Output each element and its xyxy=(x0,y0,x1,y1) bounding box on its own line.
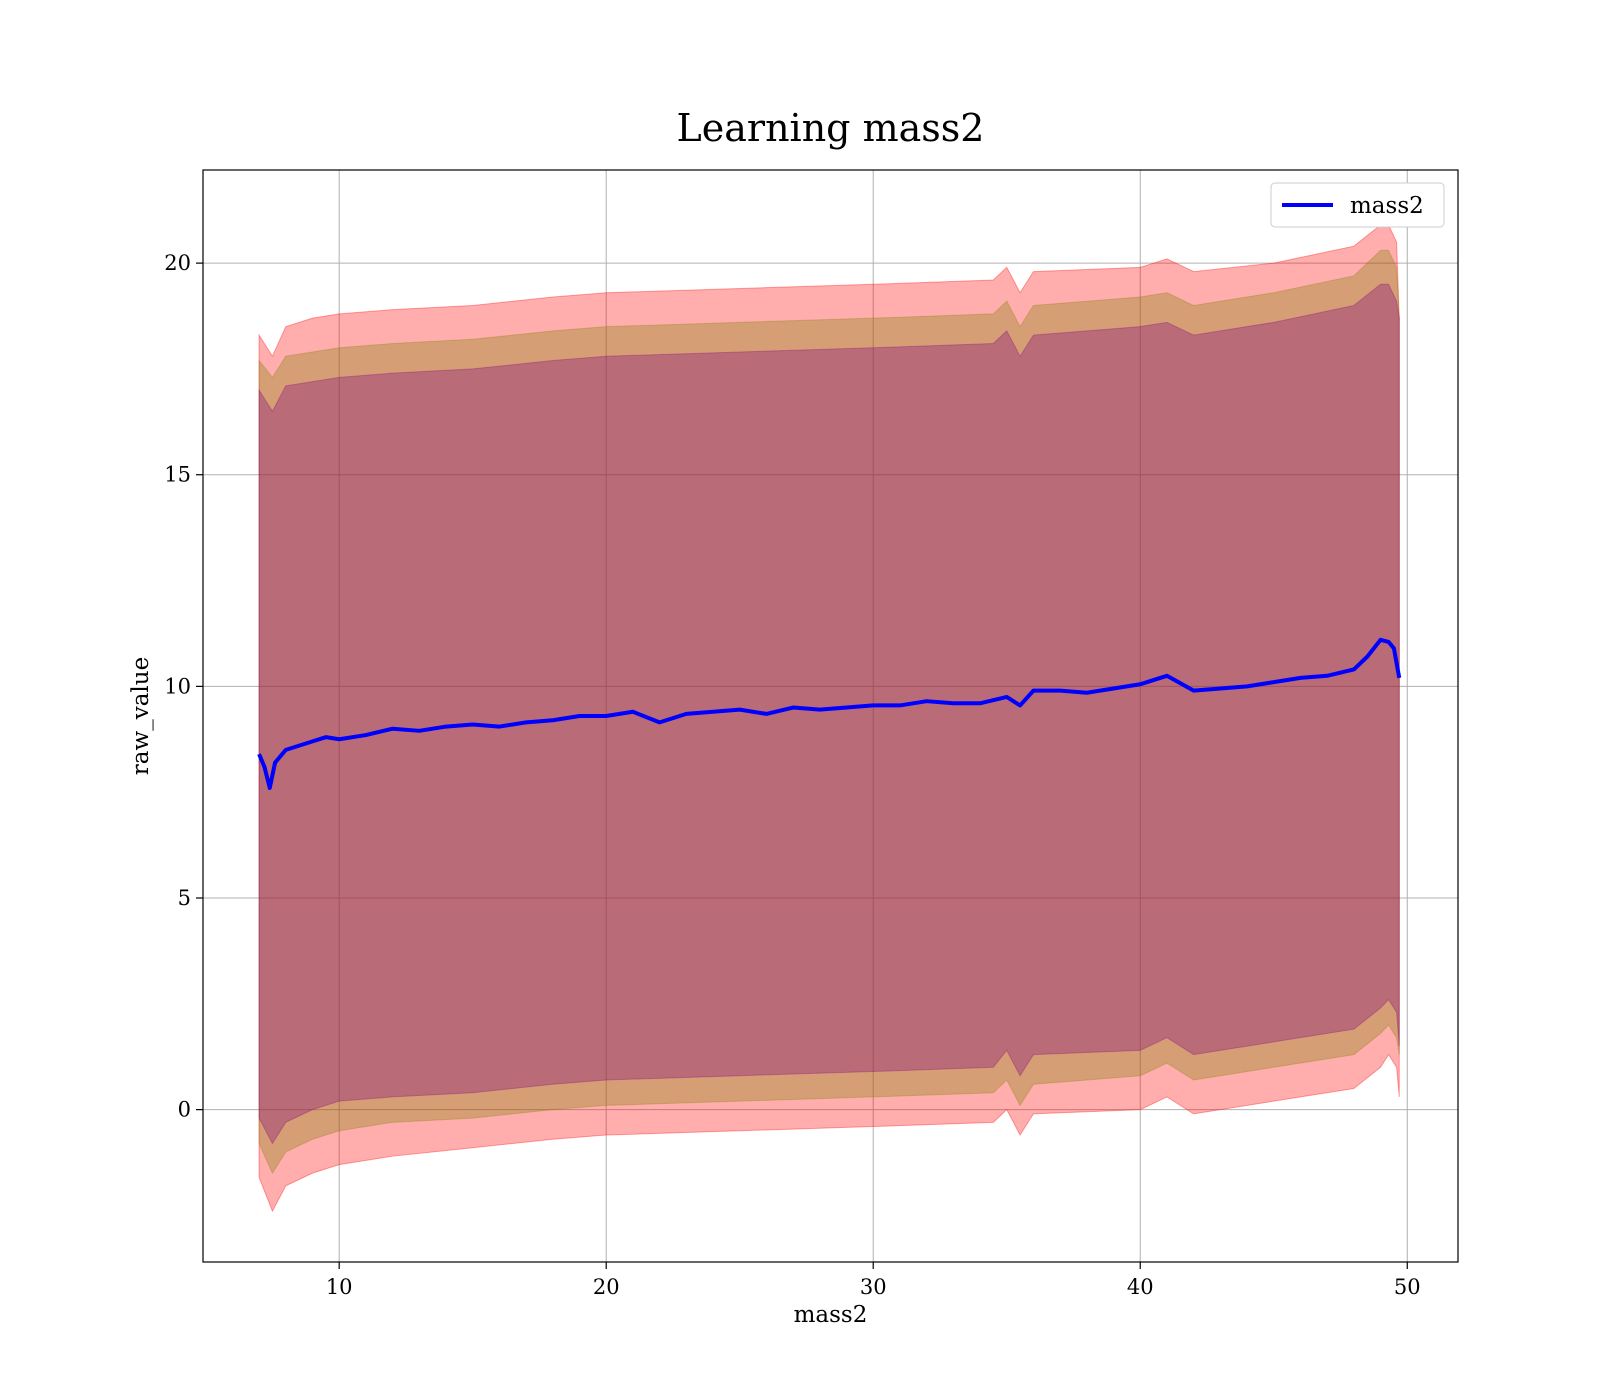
series-lines xyxy=(257,637,1402,790)
x-tick-label: 10 xyxy=(326,1275,353,1299)
band-inner xyxy=(258,283,1400,1145)
x-tick-label: 40 xyxy=(1127,1275,1154,1299)
x-axis-label: mass2 xyxy=(794,1302,868,1328)
y-tick-label: 20 xyxy=(164,251,191,275)
y-tick-label: 0 xyxy=(178,1098,191,1122)
y-tick-label: 10 xyxy=(164,674,191,698)
band-outer xyxy=(258,224,1400,1213)
chart-title: Learning mass2 xyxy=(677,106,985,150)
x-tick-label: 50 xyxy=(1394,1275,1421,1299)
series-line-mass2 xyxy=(257,637,1402,790)
x-tick-label: 20 xyxy=(593,1275,620,1299)
plot-frame xyxy=(202,169,1459,1263)
y-axis-label: raw_value xyxy=(128,657,154,775)
axis-ticks: 10 20 30 40 50 0 5 10 15 20 xyxy=(164,251,1420,1299)
x-tick-label: 30 xyxy=(860,1275,887,1299)
grid xyxy=(203,170,1458,1262)
legend-label: mass2 xyxy=(1350,193,1424,219)
legend-box xyxy=(1270,182,1445,228)
band-mid xyxy=(258,249,1400,1175)
y-tick-label: 15 xyxy=(164,463,191,487)
y-tick-label: 5 xyxy=(178,886,191,910)
legend: mass2 xyxy=(1270,182,1445,228)
confidence-bands xyxy=(258,224,1400,1213)
